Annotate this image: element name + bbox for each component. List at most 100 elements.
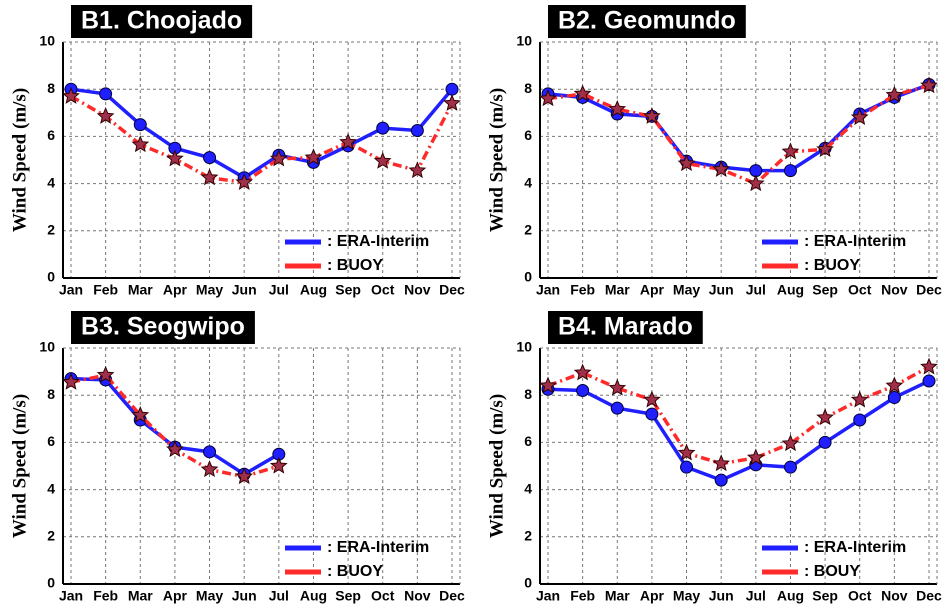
x-tick-label: Jan bbox=[59, 588, 83, 604]
circle-marker bbox=[203, 151, 217, 165]
star-marker bbox=[269, 456, 288, 474]
y-tick-label: 6 bbox=[47, 127, 55, 143]
circle-marker bbox=[680, 460, 694, 474]
x-tick-label: Jan bbox=[536, 282, 560, 298]
legend-label: : ERA-Interim bbox=[804, 539, 906, 556]
circle-marker bbox=[922, 374, 936, 388]
y-tick-label: 2 bbox=[47, 528, 55, 544]
x-tick-label: Jan bbox=[59, 282, 83, 298]
star-marker bbox=[339, 132, 357, 150]
y-tick-label: 10 bbox=[39, 33, 55, 49]
chart-title: B3. Seogwipo bbox=[81, 313, 245, 341]
y-tick-label: 2 bbox=[524, 528, 532, 544]
y-tick-label: 4 bbox=[47, 480, 55, 496]
circle-marker bbox=[445, 82, 459, 96]
x-tick-label: Dec bbox=[439, 588, 465, 604]
star-marker bbox=[920, 76, 938, 94]
panel: 0 2 4 6 8 10 Jan Feb Mar Apr May Jun Jul Aug Sep Oct Nov… bbox=[9, 311, 465, 604]
star-marker bbox=[781, 142, 800, 160]
series-line bbox=[547, 82, 930, 173]
circle-marker bbox=[645, 407, 659, 421]
x-tick-label: Jun bbox=[709, 588, 734, 604]
x-tick-label: Feb bbox=[570, 282, 595, 298]
x-tick-label: Sep bbox=[812, 282, 838, 298]
x-tick-label: Sep bbox=[335, 588, 361, 604]
circle-marker bbox=[376, 121, 390, 135]
star-marker bbox=[96, 365, 115, 383]
x-tick-label: Aug bbox=[777, 588, 804, 604]
circle-marker bbox=[99, 87, 113, 101]
y-tick-label: 10 bbox=[516, 339, 532, 355]
star-marker bbox=[443, 94, 461, 111]
series-line bbox=[547, 83, 930, 186]
panel: 0 2 4 6 8 10 Jan Feb Mar Apr May Jun Jul Aug Sep Oct Nov… bbox=[486, 311, 942, 604]
x-tick-label: Oct bbox=[848, 588, 872, 604]
y-tick-label: 8 bbox=[47, 80, 55, 96]
x-tick-label: Jun bbox=[232, 282, 257, 298]
legend-label: : BUOY bbox=[327, 563, 383, 580]
star-marker bbox=[712, 454, 731, 472]
star-marker bbox=[200, 460, 219, 478]
panel: 0 2 4 6 8 10 Jan Feb Mar Apr May Jun Jul Aug Sep Oct Nov… bbox=[9, 5, 465, 298]
circle-marker bbox=[818, 435, 832, 449]
y-axis-label: Wind Speed (m/s) bbox=[9, 394, 30, 538]
x-tick-label: Apr bbox=[163, 588, 188, 604]
star-marker bbox=[408, 161, 427, 179]
y-tick-label: 0 bbox=[524, 575, 532, 591]
x-tick-label: Dec bbox=[916, 588, 942, 604]
star-marker bbox=[746, 174, 765, 192]
star-marker bbox=[62, 86, 80, 104]
x-tick-label: Oct bbox=[371, 588, 395, 604]
x-tick-label: Dec bbox=[916, 282, 942, 298]
x-tick-label: Feb bbox=[570, 588, 595, 604]
x-tick-label: May bbox=[673, 282, 700, 298]
star-marker bbox=[850, 390, 869, 408]
chart-title: B1. Choojado bbox=[81, 7, 242, 35]
panel: 0 2 4 6 8 10 Jan Feb Mar Apr May Jun Jul Aug Sep Oct Nov… bbox=[486, 5, 942, 298]
star-marker bbox=[781, 434, 800, 452]
x-tick-label: Nov bbox=[881, 282, 908, 298]
x-tick-label: Jul bbox=[746, 282, 766, 298]
legend-label: : BUOY bbox=[804, 257, 860, 274]
x-tick-label: Nov bbox=[881, 588, 908, 604]
x-tick-label: May bbox=[196, 588, 223, 604]
x-tick-label: Nov bbox=[404, 282, 431, 298]
x-tick-label: Sep bbox=[335, 282, 361, 298]
x-tick-label: Jun bbox=[232, 588, 257, 604]
star-marker bbox=[539, 89, 557, 107]
x-tick-label: Nov bbox=[404, 588, 431, 604]
x-tick-label: Dec bbox=[439, 282, 465, 298]
y-tick-label: 2 bbox=[47, 222, 55, 238]
star-marker bbox=[920, 357, 938, 375]
y-tick-label: 0 bbox=[47, 269, 55, 285]
title-box bbox=[548, 5, 746, 38]
x-tick-label: Mar bbox=[128, 588, 153, 604]
x-tick-label: Jan bbox=[536, 588, 560, 604]
star-marker bbox=[677, 443, 696, 461]
circle-marker bbox=[853, 413, 867, 427]
star-marker bbox=[166, 149, 184, 167]
star-marker bbox=[96, 107, 115, 124]
star-marker bbox=[885, 85, 904, 103]
star-marker bbox=[885, 376, 904, 394]
y-axis-label: Wind Speed (m/s) bbox=[9, 88, 30, 232]
y-tick-label: 10 bbox=[516, 33, 532, 49]
circle-marker bbox=[610, 401, 624, 415]
star-marker bbox=[304, 148, 323, 166]
star-marker bbox=[62, 372, 80, 390]
y-tick-label: 6 bbox=[524, 433, 532, 449]
x-tick-label: Jul bbox=[269, 282, 289, 298]
star-marker bbox=[608, 378, 627, 396]
y-tick-label: 8 bbox=[524, 80, 532, 96]
star-marker bbox=[816, 408, 834, 426]
star-marker bbox=[235, 173, 254, 190]
title-box bbox=[71, 311, 255, 344]
star-marker bbox=[608, 100, 627, 117]
x-tick-label: Mar bbox=[605, 282, 630, 298]
series-line bbox=[547, 379, 930, 483]
circle-marker bbox=[410, 124, 424, 137]
chart-title: B2. Geomundo bbox=[558, 7, 736, 35]
y-axis-label: Wind Speed (m/s) bbox=[486, 394, 507, 538]
star-marker bbox=[539, 376, 557, 394]
